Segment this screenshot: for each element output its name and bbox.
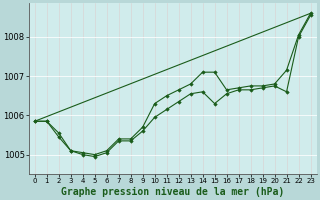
X-axis label: Graphe pression niveau de la mer (hPa): Graphe pression niveau de la mer (hPa) — [61, 186, 284, 197]
